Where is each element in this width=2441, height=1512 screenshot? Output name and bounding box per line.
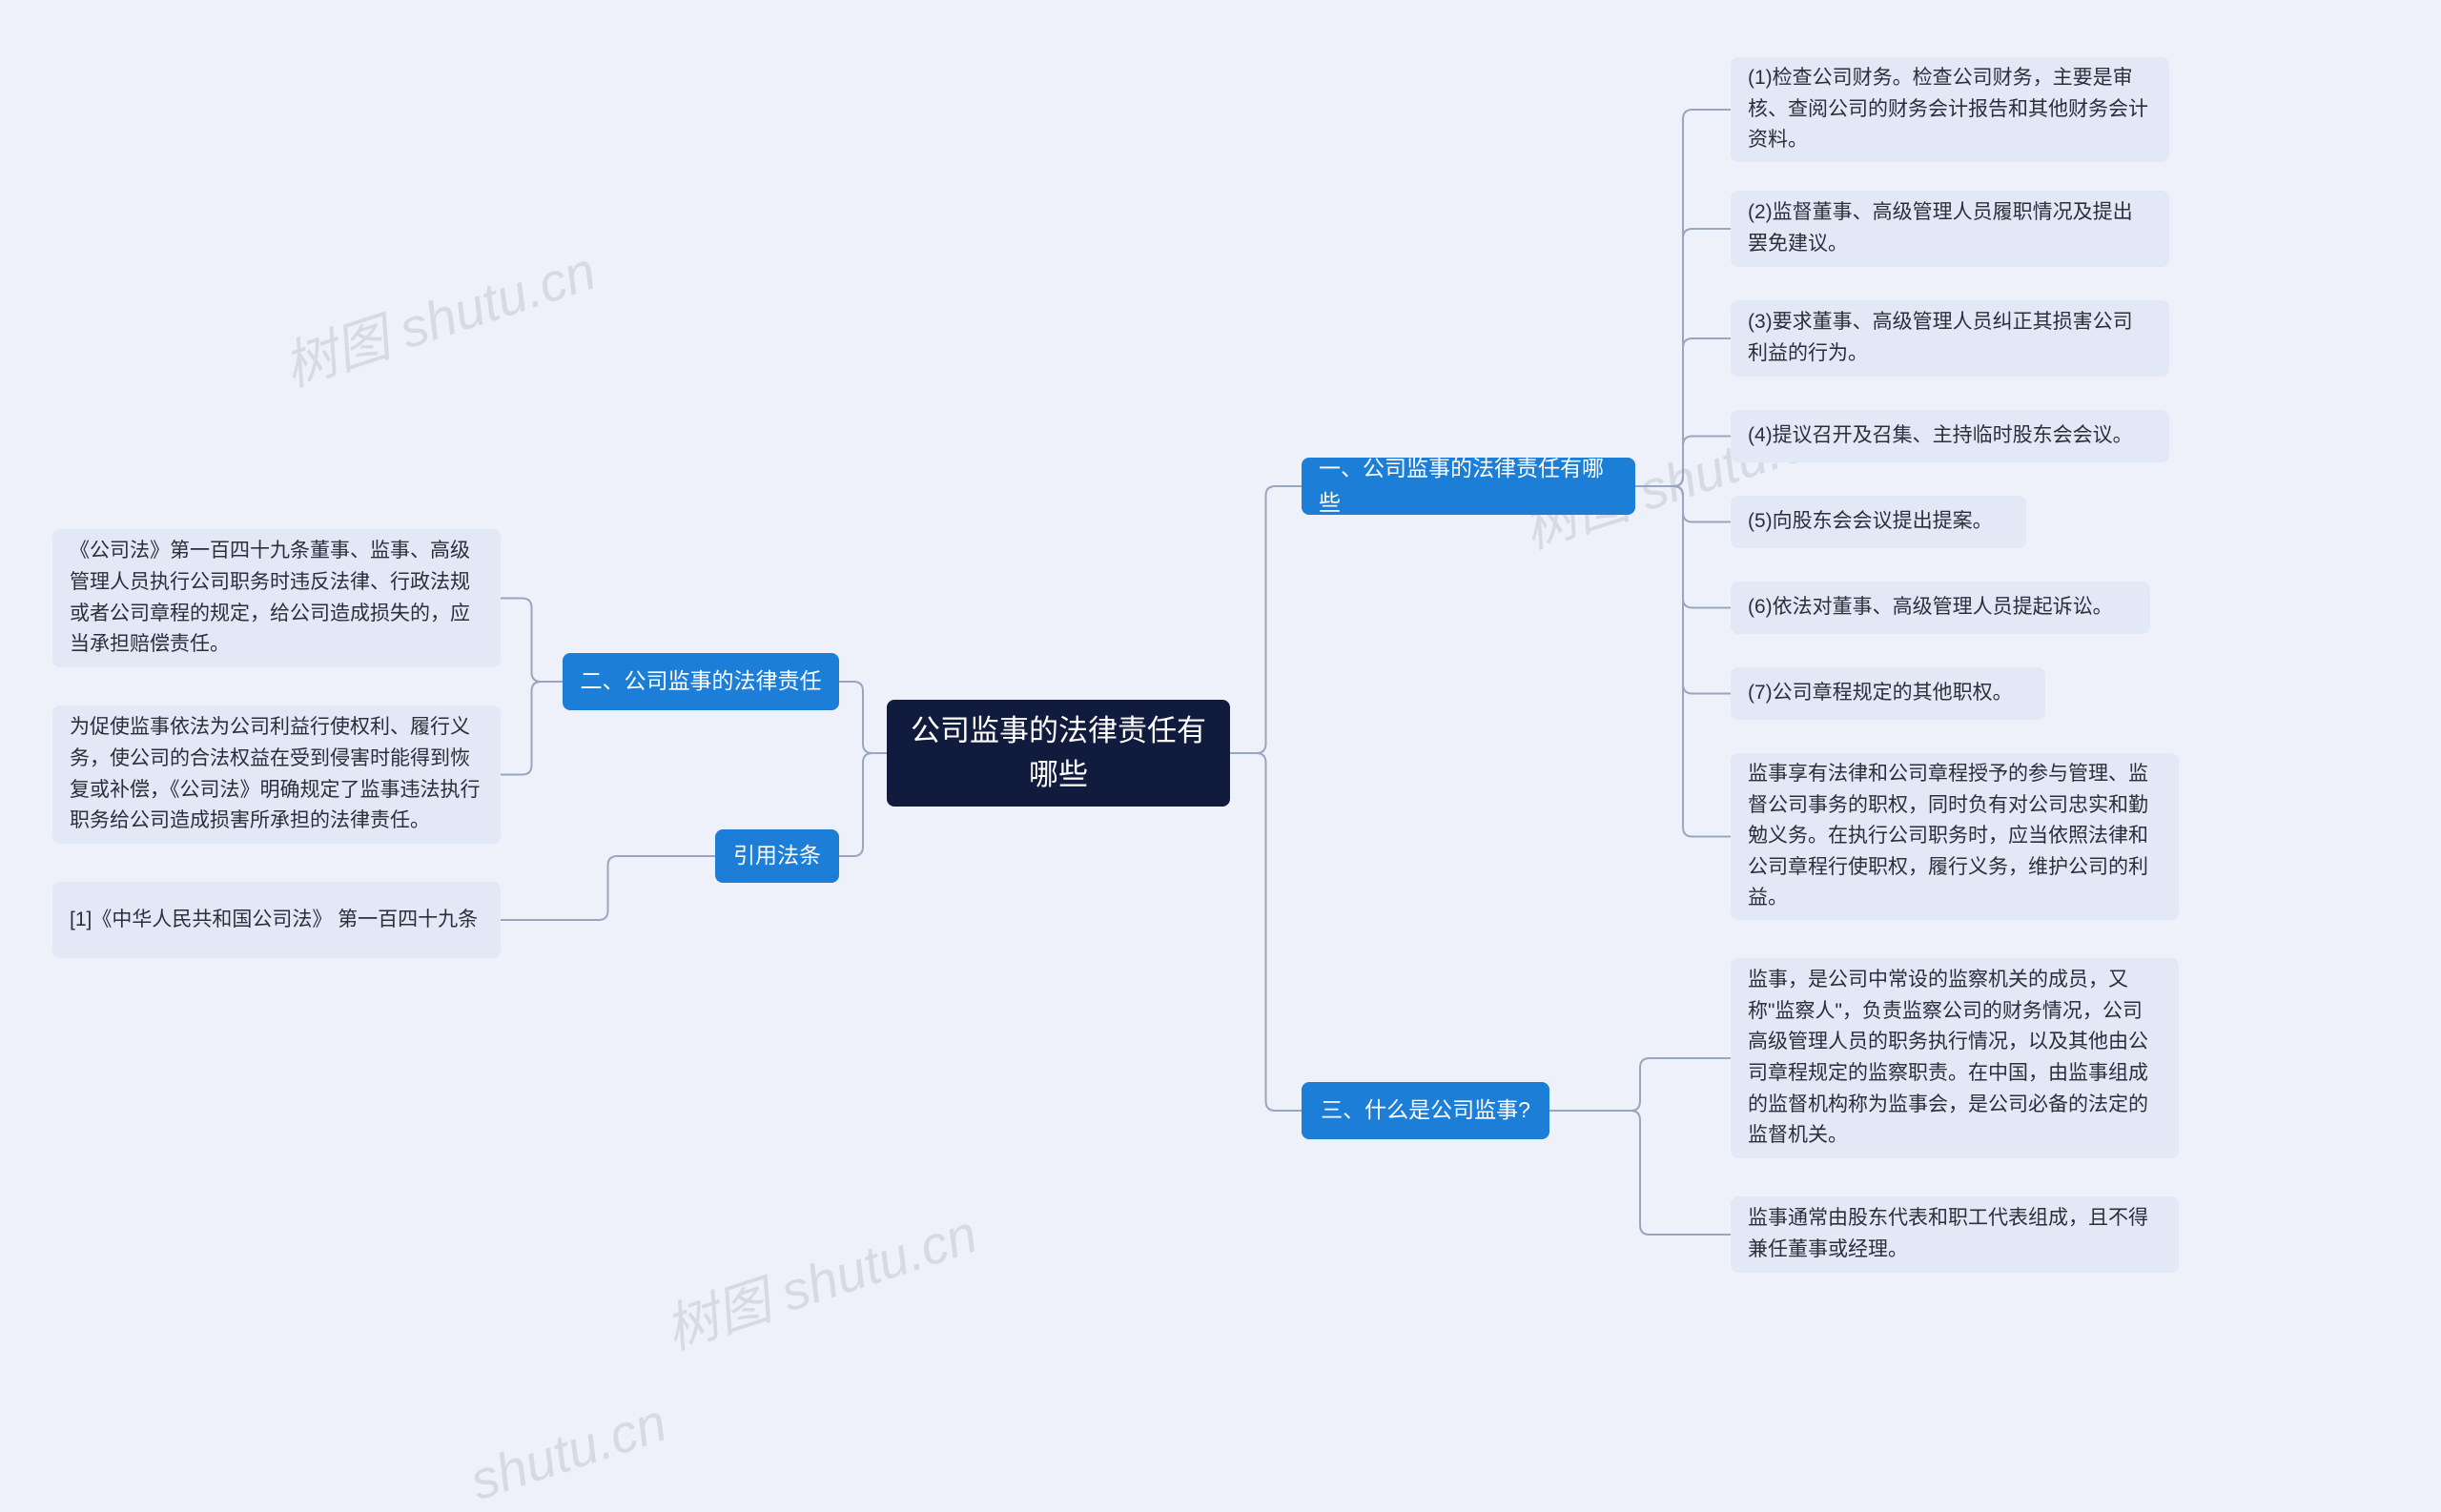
leaf-node[interactable]: 为促使监事依法为公司利益行使权利、履行义务，使公司的合法权益在受到侵害时能得到恢… [52, 705, 501, 844]
watermark: shutu.cn [462, 1391, 673, 1512]
leaf-node[interactable]: (1)检查公司财务。检查公司财务，主要是审核、查阅公司的财务会计报告和其他财务会… [1731, 57, 2169, 162]
leaf-node[interactable]: (5)向股东会会议提出提案。 [1731, 496, 2026, 548]
leaf-node[interactable]: (6)依法对董事、高级管理人员提起诉讼。 [1731, 582, 2150, 634]
leaf-node[interactable]: 监事，是公司中常设的监察机关的成员，又称"监察人"，负责监察公司的财务情况，公司… [1731, 958, 2179, 1158]
leaf-node[interactable]: (4)提议召开及召集、主持临时股东会会议。 [1731, 410, 2169, 462]
watermark: 树图 shutu.cn [654, 1192, 986, 1365]
branch-3[interactable]: 三、什么是公司监事? [1302, 1082, 1549, 1139]
leaf-node[interactable]: (7)公司章程规定的其他职权。 [1731, 667, 2045, 720]
leaf-node[interactable]: 《公司法》第一百四十九条董事、监事、高级管理人员执行公司职务时违反法律、行政法规… [52, 529, 501, 667]
leaf-node[interactable]: [1]《中华人民共和国公司法》 第一百四十九条 [52, 882, 501, 958]
branch-1[interactable]: 一、公司监事的法律责任有哪些 [1302, 458, 1635, 515]
leaf-node[interactable]: 监事享有法律和公司章程授予的参与管理、监督公司事务的职权，同时负有对公司忠实和勤… [1731, 753, 2179, 920]
leaf-node[interactable]: 监事通常由股东代表和职工代表组成，且不得兼任董事或经理。 [1731, 1196, 2179, 1273]
leaf-node[interactable]: (2)监督董事、高级管理人员履职情况及提出罢免建议。 [1731, 191, 2169, 267]
leaf-node[interactable]: (3)要求董事、高级管理人员纠正其损害公司利益的行为。 [1731, 300, 2169, 377]
branch-reference[interactable]: 引用法条 [715, 829, 839, 883]
watermark: 树图 shutu.cn [273, 229, 605, 402]
branch-2[interactable]: 二、公司监事的法律责任 [563, 653, 839, 710]
mindmap-root[interactable]: 公司监事的法律责任有哪些 [887, 700, 1230, 807]
